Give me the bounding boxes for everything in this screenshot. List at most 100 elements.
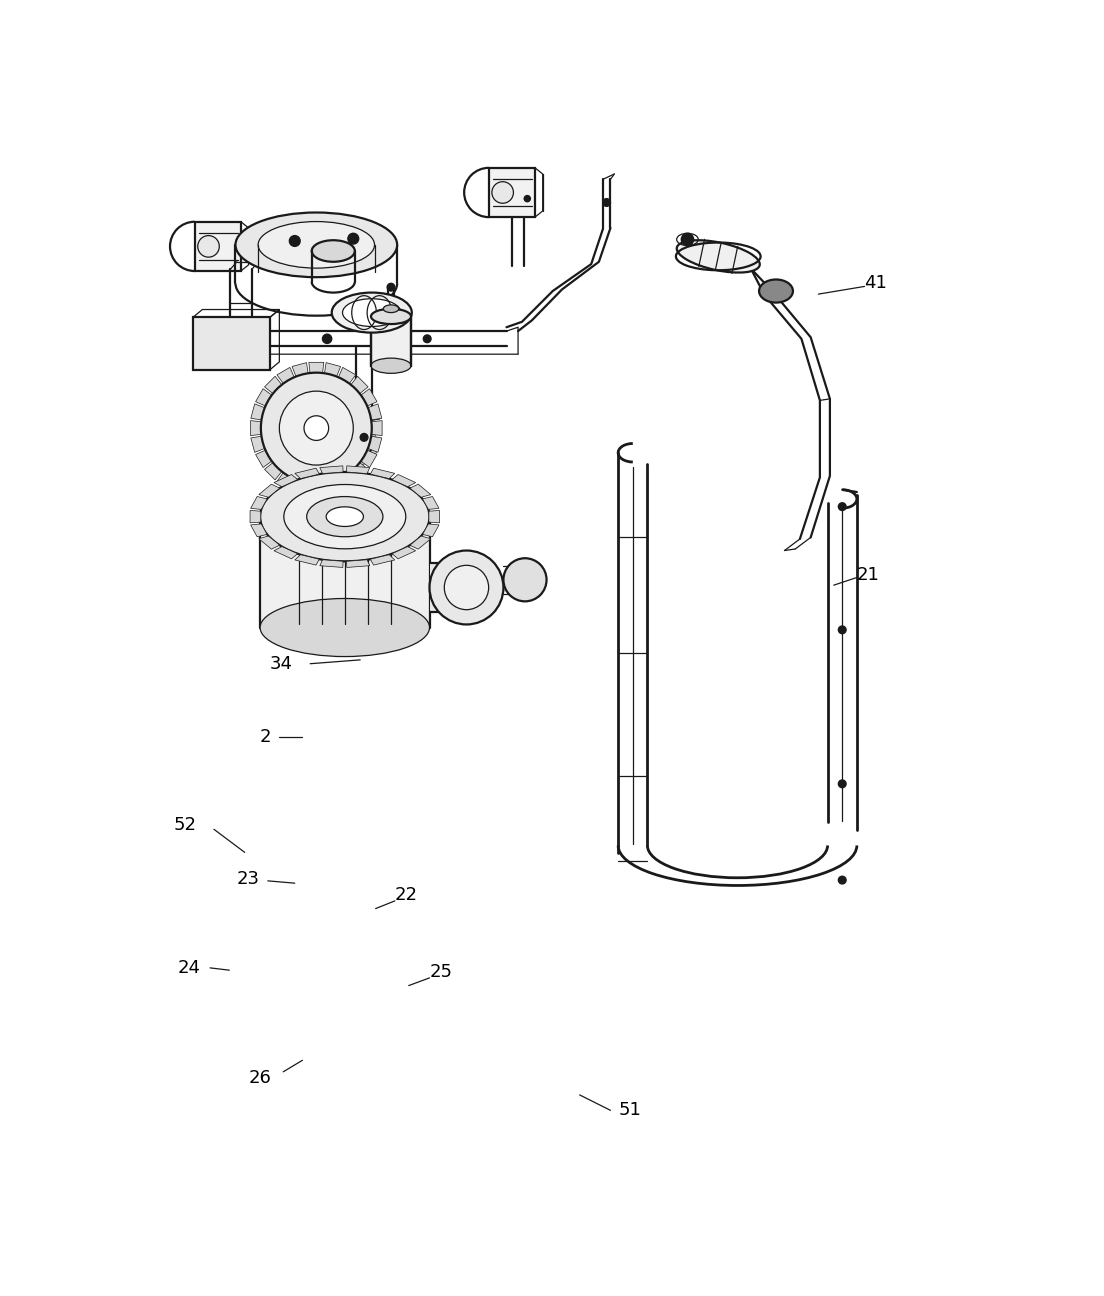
Text: 25: 25: [429, 963, 453, 981]
Ellipse shape: [677, 240, 760, 272]
Polygon shape: [429, 564, 467, 612]
Ellipse shape: [371, 308, 411, 324]
Polygon shape: [251, 496, 267, 509]
Polygon shape: [320, 465, 343, 473]
Circle shape: [348, 233, 359, 244]
Polygon shape: [428, 511, 439, 522]
Polygon shape: [293, 480, 308, 494]
Polygon shape: [251, 421, 262, 435]
Text: 22: 22: [395, 885, 417, 903]
Polygon shape: [258, 485, 279, 498]
Polygon shape: [318, 417, 329, 422]
Ellipse shape: [331, 293, 412, 333]
Polygon shape: [362, 428, 374, 435]
Polygon shape: [309, 363, 323, 373]
Polygon shape: [342, 419, 355, 425]
Polygon shape: [294, 422, 307, 429]
Ellipse shape: [350, 500, 378, 513]
Circle shape: [838, 780, 846, 788]
Polygon shape: [282, 442, 289, 448]
Circle shape: [322, 334, 331, 343]
Polygon shape: [265, 463, 282, 480]
Text: 34: 34: [270, 654, 294, 673]
Polygon shape: [305, 419, 318, 425]
Polygon shape: [318, 468, 329, 472]
Polygon shape: [410, 485, 431, 498]
Polygon shape: [362, 455, 374, 463]
Ellipse shape: [371, 358, 411, 373]
Polygon shape: [325, 480, 341, 494]
Polygon shape: [295, 555, 319, 565]
Circle shape: [289, 236, 300, 246]
Text: 41: 41: [864, 273, 888, 292]
Polygon shape: [251, 524, 267, 537]
Polygon shape: [423, 496, 439, 509]
Circle shape: [503, 559, 546, 601]
Circle shape: [838, 626, 846, 634]
Ellipse shape: [261, 472, 429, 561]
Polygon shape: [261, 517, 429, 627]
Polygon shape: [283, 448, 293, 456]
Text: 24: 24: [178, 959, 201, 977]
Polygon shape: [295, 468, 319, 478]
Polygon shape: [353, 422, 367, 429]
Polygon shape: [368, 437, 382, 452]
Circle shape: [423, 334, 431, 342]
Polygon shape: [293, 363, 308, 377]
Polygon shape: [347, 560, 370, 568]
Ellipse shape: [198, 236, 220, 257]
Circle shape: [603, 198, 611, 206]
Circle shape: [681, 233, 693, 246]
Polygon shape: [369, 434, 378, 441]
Polygon shape: [351, 463, 368, 480]
Polygon shape: [371, 421, 382, 435]
Polygon shape: [256, 389, 272, 406]
Polygon shape: [251, 404, 265, 420]
Polygon shape: [361, 450, 378, 468]
Circle shape: [838, 876, 846, 884]
Polygon shape: [193, 318, 270, 369]
Polygon shape: [194, 222, 241, 271]
Polygon shape: [294, 460, 307, 468]
Circle shape: [838, 503, 846, 511]
Circle shape: [429, 551, 503, 625]
Polygon shape: [353, 460, 367, 468]
Polygon shape: [489, 168, 535, 218]
Polygon shape: [370, 555, 395, 565]
Polygon shape: [331, 417, 343, 422]
Ellipse shape: [288, 421, 372, 468]
Ellipse shape: [341, 496, 388, 517]
Polygon shape: [331, 468, 343, 472]
Polygon shape: [274, 547, 298, 559]
Circle shape: [360, 433, 368, 441]
Text: 2: 2: [261, 728, 272, 746]
Polygon shape: [250, 511, 261, 522]
Polygon shape: [277, 367, 294, 384]
Ellipse shape: [311, 240, 354, 262]
Polygon shape: [309, 483, 323, 494]
Ellipse shape: [307, 496, 383, 537]
Ellipse shape: [342, 299, 401, 327]
Text: 26: 26: [248, 1069, 272, 1087]
Polygon shape: [286, 428, 298, 435]
Text: 21: 21: [857, 566, 880, 584]
Circle shape: [524, 196, 530, 202]
Polygon shape: [347, 465, 370, 473]
Polygon shape: [277, 473, 294, 489]
Polygon shape: [392, 547, 416, 559]
Polygon shape: [265, 376, 282, 394]
Polygon shape: [371, 442, 379, 448]
Polygon shape: [258, 537, 279, 550]
Ellipse shape: [326, 507, 363, 526]
Circle shape: [261, 373, 372, 483]
Text: 51: 51: [618, 1102, 641, 1120]
Text: 23: 23: [237, 871, 261, 888]
Polygon shape: [339, 367, 355, 384]
Polygon shape: [351, 376, 368, 394]
Polygon shape: [320, 560, 343, 568]
Ellipse shape: [235, 213, 397, 277]
Ellipse shape: [492, 181, 513, 203]
Ellipse shape: [258, 222, 374, 268]
Ellipse shape: [261, 599, 429, 657]
Circle shape: [304, 416, 329, 441]
